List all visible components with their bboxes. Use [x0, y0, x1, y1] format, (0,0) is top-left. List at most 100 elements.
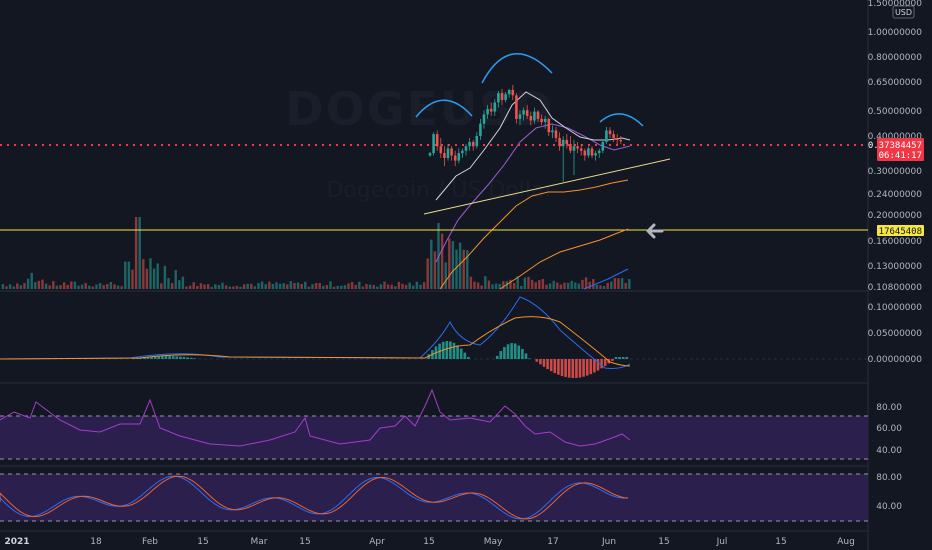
volume-bar [340, 285, 343, 289]
volume-bar [160, 283, 163, 289]
volume-bar [12, 286, 15, 289]
volume-bar [109, 281, 113, 289]
macd-histogram-bar [193, 358, 197, 359]
time-tick: Mar [251, 537, 268, 547]
candle-body [475, 136, 479, 147]
volume-bar [347, 283, 350, 289]
currency-badge[interactable]: USD [892, 5, 915, 19]
volume-bar [480, 285, 483, 289]
currency-label: USD [895, 8, 912, 17]
macd-histogram-bar [517, 345, 521, 359]
volume-bar [473, 281, 476, 289]
candle-body [543, 118, 547, 123]
volume-bar [170, 283, 174, 289]
volume-bar [156, 263, 159, 289]
left-arrow-icon[interactable] [646, 223, 664, 239]
macd-histogram-bar [449, 341, 452, 359]
volume-bar [257, 283, 260, 289]
candle-body [486, 108, 489, 115]
volume-bar [203, 284, 206, 289]
macd-tick: 0.10000000 [868, 303, 923, 313]
volume-bar [300, 283, 303, 289]
head-arc[interactable] [481, 52, 553, 84]
volume-bar [242, 284, 246, 289]
macd-histogram-bar [521, 348, 524, 359]
stoch-tick: 40.00 [876, 502, 902, 512]
candles [428, 84, 623, 182]
candle-body [529, 115, 533, 121]
right-shoulder-arc[interactable] [599, 113, 644, 127]
candle-body [525, 110, 529, 116]
volume-bar [588, 281, 591, 289]
time-tick: 15 [658, 537, 669, 547]
volume-bar [19, 285, 23, 289]
candle-body [615, 137, 619, 140]
volume-bar [88, 285, 91, 289]
volume-bar [509, 279, 512, 289]
rsi-tick: 40.00 [876, 446, 902, 456]
candle-body [561, 139, 565, 147]
volume-bar [516, 276, 519, 289]
volume-bar [192, 282, 195, 289]
volume-bar [613, 278, 617, 289]
volume-bar [318, 282, 321, 289]
macd-histogram-bar [153, 356, 157, 359]
volume-bar [577, 283, 581, 289]
candle-body [579, 148, 583, 151]
candle-body [504, 94, 507, 100]
volume-bar [66, 284, 69, 289]
volume-bar [512, 282, 516, 289]
volume-bar [534, 282, 537, 289]
volume-bar [199, 283, 203, 289]
volume-bar [574, 282, 577, 289]
volume-bar [408, 282, 411, 289]
volume-bar [206, 284, 210, 289]
volume-bar [390, 284, 393, 289]
volume-bar [617, 278, 620, 289]
volume-bar [404, 284, 408, 289]
candle-body [554, 130, 558, 138]
volume-bar [311, 284, 314, 289]
volume-bar [484, 276, 487, 289]
current-price-tag[interactable]: 0.37384457 06:41:17 [868, 138, 924, 161]
candle-body [522, 110, 525, 115]
volume-bar [394, 286, 397, 289]
candle-body [464, 146, 468, 151]
current-price-value: 0.37384457 [868, 141, 922, 151]
neckline-trendline[interactable] [423, 158, 671, 215]
volume-bar [462, 249, 465, 289]
left-shoulder-arc[interactable] [415, 99, 473, 118]
macd-histogram-bar [150, 356, 153, 359]
volume-bar [595, 284, 599, 289]
volume-bar [52, 281, 55, 289]
volume-bar [102, 285, 105, 289]
volume-bar [361, 286, 365, 289]
candle-body [461, 150, 464, 154]
volume-bar [293, 283, 296, 289]
price-tick: 0.80000000 [868, 53, 923, 63]
volume-bar [98, 283, 102, 289]
ma-orange-long-line [499, 228, 629, 290]
volume-bar [178, 280, 181, 289]
volume-bar [296, 282, 300, 289]
price-tick: 0.20000000 [868, 211, 923, 221]
price-tick: 0.40000000 [868, 132, 923, 142]
candle-body [536, 111, 540, 119]
rsi-band [0, 416, 868, 459]
volume-bar [566, 282, 570, 289]
volume-bar [527, 276, 530, 289]
volume-bar [59, 285, 62, 289]
macd-histogram-bar [549, 359, 553, 372]
volume-bar [397, 281, 401, 289]
volume-bar [426, 258, 429, 289]
candle-body [605, 130, 608, 142]
watermark-title: DOGEUSD [285, 82, 554, 136]
volume-bar [476, 282, 480, 289]
time-tick: Aug [837, 537, 855, 547]
volume-bar [124, 261, 127, 289]
candle-body [594, 153, 597, 156]
horizontal-level-tag[interactable]: 0.17645408 [868, 225, 924, 237]
volume-bar [239, 286, 242, 289]
